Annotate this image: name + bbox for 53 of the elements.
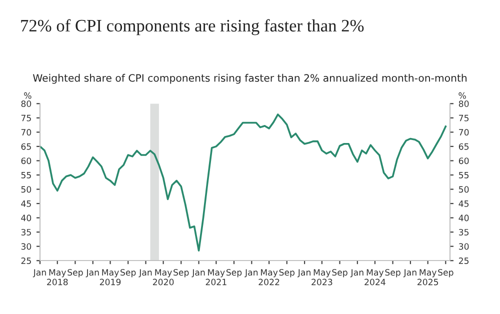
x-tick-label: Jan	[32, 269, 46, 278]
y2-tick-label: 60	[458, 158, 469, 164]
y-tick-label: 45	[21, 200, 31, 207]
y-tick-label: 35	[21, 228, 31, 236]
y2-tick-label: 70	[459, 129, 469, 136]
y2-tick-label: 55	[459, 172, 469, 178]
x-tick-label: Sep	[385, 269, 400, 278]
y-tick-label: 30	[21, 243, 32, 250]
y-tick-label: 60	[21, 158, 32, 164]
y-axis-title: %	[24, 92, 32, 99]
x-tick-label: May 2023	[312, 269, 332, 286]
y2-tick-label: 75	[459, 114, 469, 122]
y2-tick-label: 65	[458, 143, 469, 150]
y-tick-label: 50	[21, 186, 32, 193]
x-tick-label: May 2018	[47, 269, 68, 286]
chart-title: 72% of CPI components are rising faster than 2%	[21, 19, 364, 36]
x-tick-label: May 2019	[100, 269, 121, 286]
line-series	[40, 114, 447, 252]
x-tick-label: May 2021	[206, 269, 226, 286]
y-tick-label: 75	[21, 114, 31, 122]
x-tick-label: Jan	[297, 269, 310, 278]
y-tick-label: 80	[21, 100, 32, 108]
y-tick-label: 70	[21, 129, 32, 136]
y2-tick-label: 80	[458, 100, 469, 108]
x-tick-label: Jan	[192, 269, 205, 278]
x-tick-label: Jan	[403, 269, 416, 278]
x-tick-label: May 2020	[152, 269, 174, 286]
chart-subtitle: Weighted share of CPI components rising faster than 2% annualized month-on-month	[32, 74, 467, 84]
x-tick-label: Sep	[332, 269, 348, 278]
x-tick-label: Sep	[279, 269, 295, 278]
y2-tick-label: 45	[458, 200, 469, 207]
y-tick-label: 55	[21, 172, 31, 178]
x-tick-label: Sep	[120, 269, 136, 278]
x-tick-label: May 2024	[364, 269, 386, 286]
y2-tick-label: 50	[459, 186, 469, 193]
y2-axis-title: %	[458, 92, 466, 99]
y-tick-label: 40	[21, 214, 32, 222]
y-tick-label: 65	[21, 143, 31, 150]
y2-tick-label: 30	[458, 243, 469, 250]
y2-tick-label: 35	[458, 228, 469, 236]
x-tick-label: Jan	[244, 269, 258, 278]
y-tick-label: 25	[21, 258, 31, 264]
x-tick-label: Jan	[138, 269, 152, 278]
y2-tick-label: 40	[458, 214, 469, 222]
x-tick-label: Jan	[86, 269, 99, 278]
x-tick-label: Sep	[438, 269, 454, 278]
x-tick-label: Sep	[226, 269, 242, 278]
x-tick-label: Jan	[350, 269, 364, 278]
x-tick-label: Sep	[68, 269, 83, 278]
x-tick-label: May 2022	[258, 269, 280, 286]
x-tick-label: Sep	[174, 269, 189, 278]
y2-tick-label: 25	[458, 258, 469, 264]
x-tick-label: May 2025	[418, 269, 438, 286]
